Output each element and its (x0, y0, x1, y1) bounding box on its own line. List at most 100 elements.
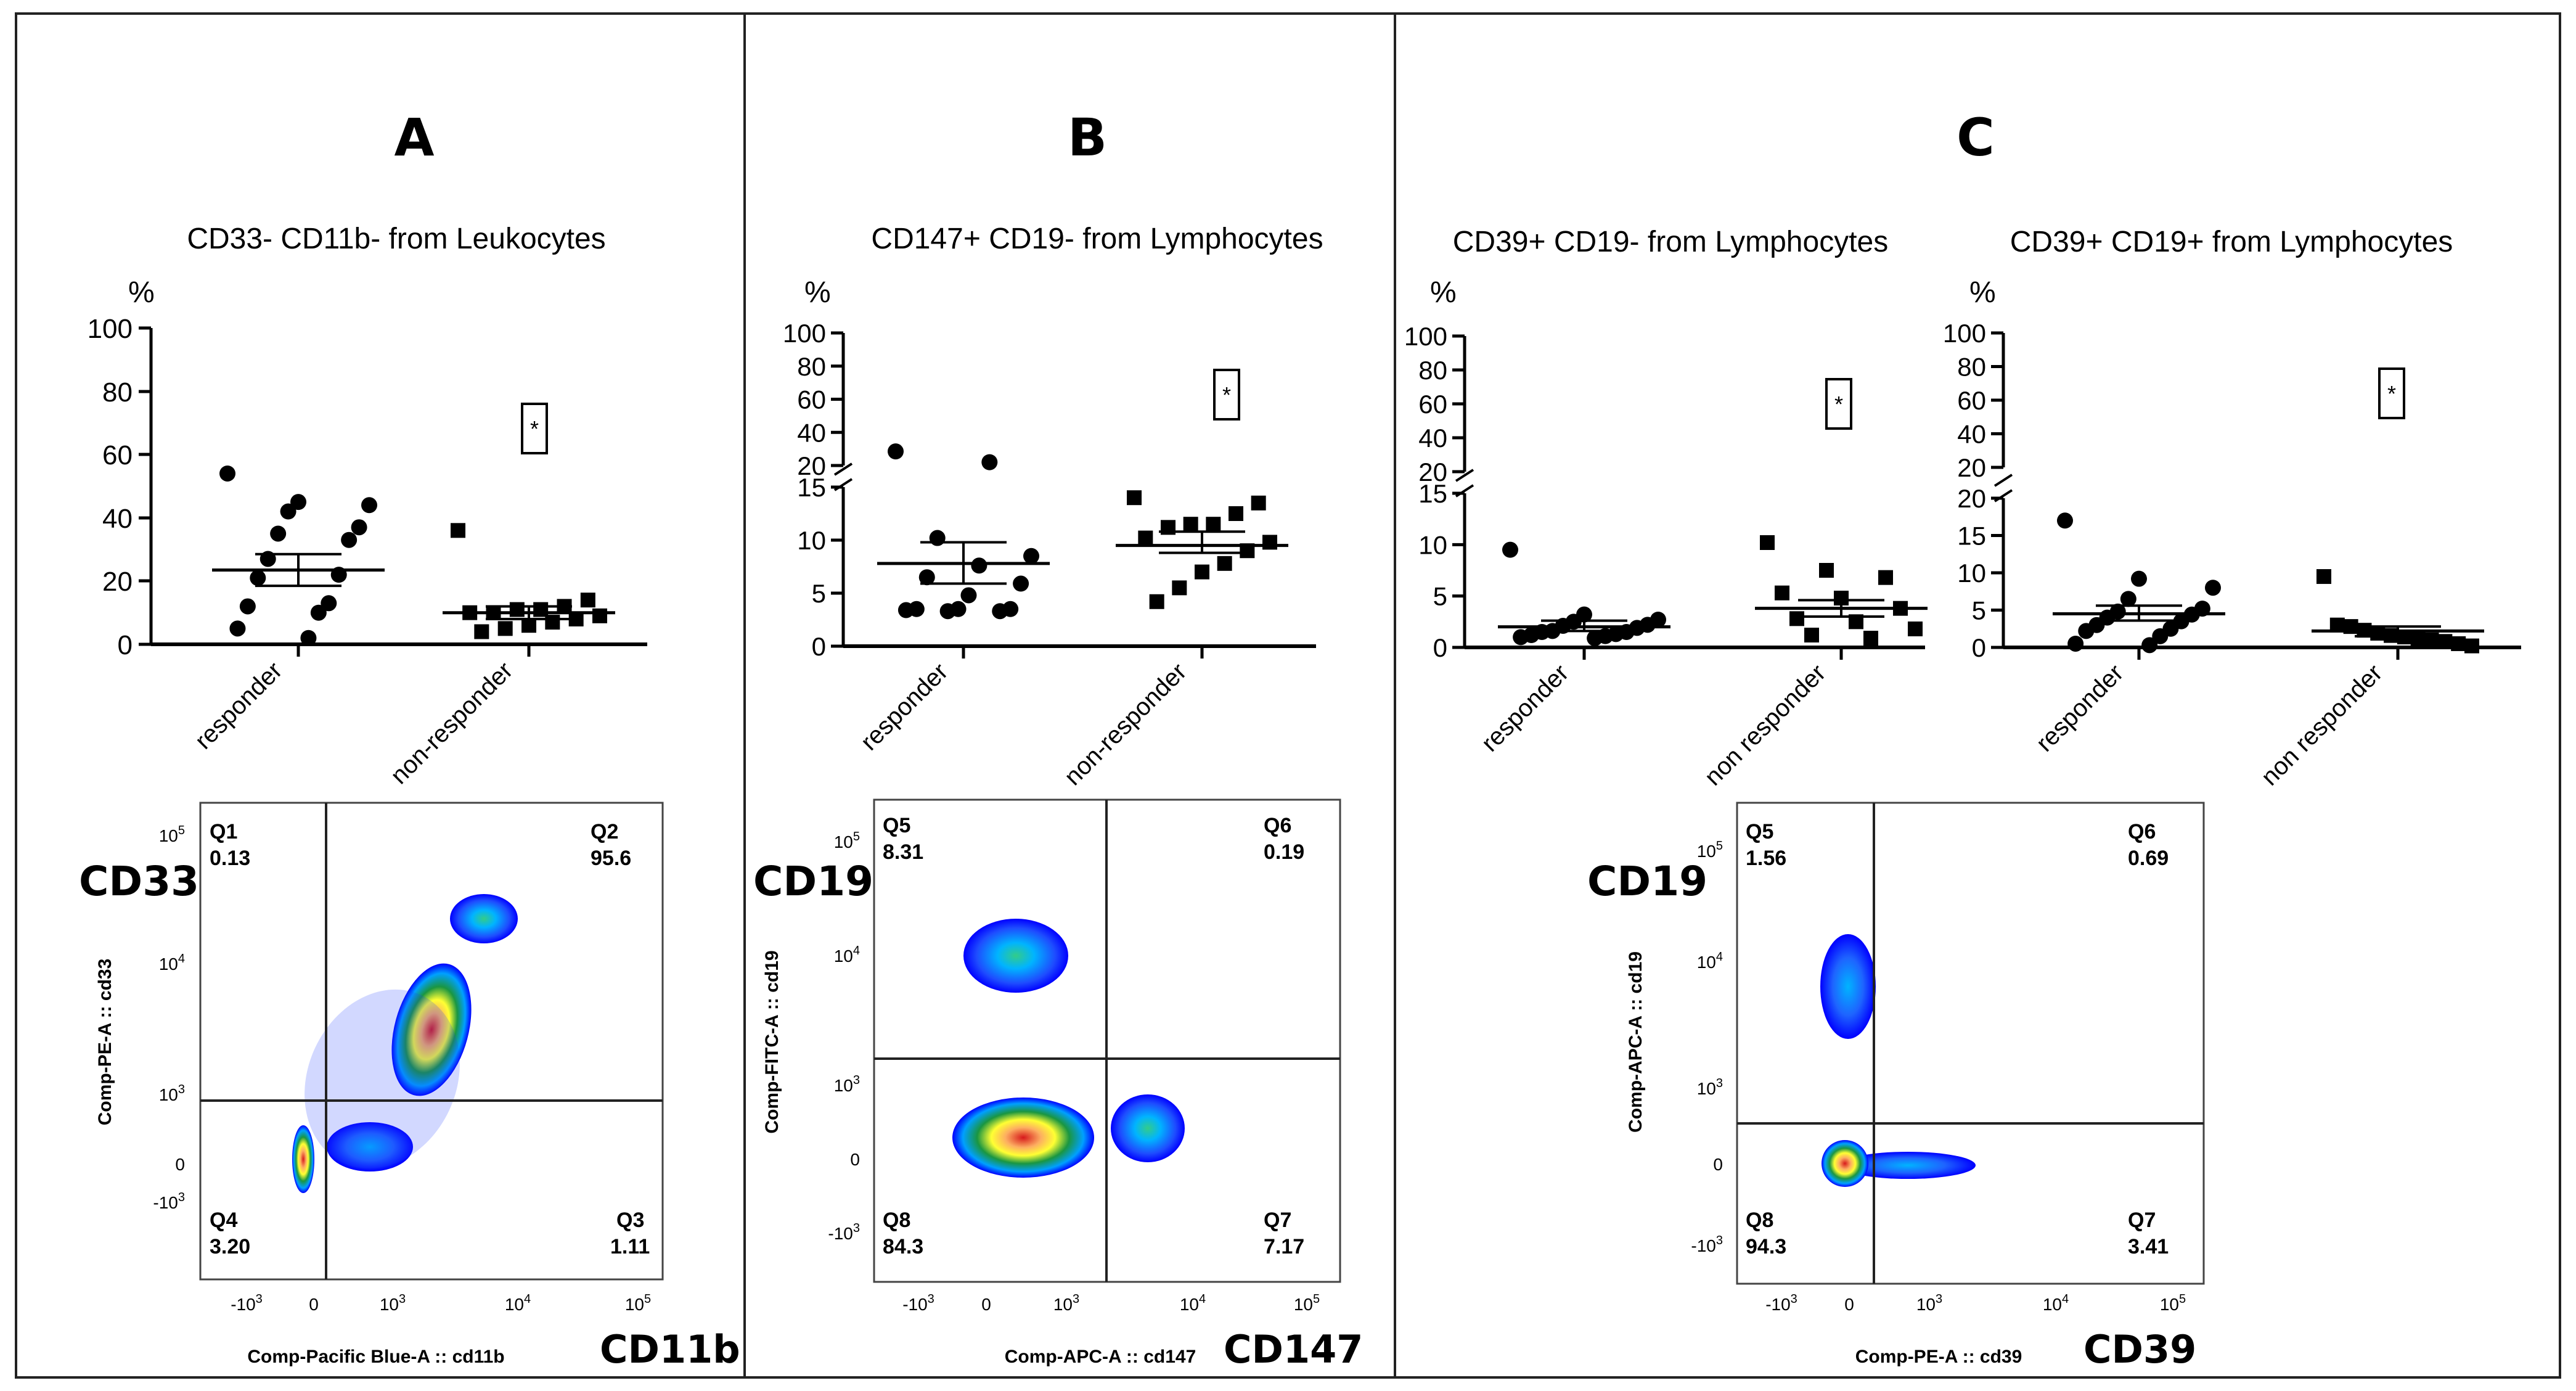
data-point (1127, 490, 1142, 506)
quadrant-value: 0.19 (1264, 840, 1304, 864)
data-point (290, 494, 306, 511)
significance-box (2378, 367, 2405, 419)
data-point (1760, 535, 1775, 550)
data-point (898, 602, 914, 618)
data-point (888, 443, 904, 460)
quadrant-name: Q8 (883, 1208, 910, 1232)
y-tick-label: 20 (102, 567, 133, 597)
data-point (300, 630, 317, 646)
y-tick-label: 104 (834, 944, 860, 966)
x-axis-label: Comp-APC-A :: cd147 (1005, 1347, 1196, 1367)
population-cloud (952, 919, 1185, 1178)
data-point (2316, 569, 2331, 585)
density-cluster (391, 963, 472, 1096)
y-tick-label: 0 (175, 1155, 185, 1174)
data-point (918, 569, 935, 586)
flow-plot-c: CD19 CD39 Q5 1.56 Q6 0.69 Q7 3.41 Q8 94.… (1587, 802, 2205, 1372)
y-tick-label: 80 (797, 352, 826, 381)
x-tick-label: 105 (625, 1292, 651, 1314)
data-point (545, 615, 560, 630)
density-cluster (292, 1125, 314, 1193)
y-tick-label: 105 (834, 830, 860, 851)
data-point (2120, 591, 2136, 607)
quadrant-name: Q6 (2128, 820, 2156, 843)
data-point (2078, 623, 2095, 639)
quadrant-value: 1.56 (1746, 847, 1786, 870)
y-tick-label: 10 (1418, 530, 1447, 559)
quadrant-value: 8.31 (883, 840, 923, 864)
x-tick-label: 104 (2043, 1292, 2069, 1314)
density-cluster (450, 894, 518, 943)
marker-label-cd147: CD147 (1224, 1327, 1363, 1372)
y-tick-label: 100 (88, 314, 133, 344)
data-point (474, 624, 489, 639)
data-point (992, 603, 1008, 620)
marker-label-cd19: CD19 (753, 858, 873, 905)
data-point (929, 530, 946, 546)
y-tick-label: 60 (1957, 386, 1986, 415)
x-tick-label: 105 (1294, 1292, 1320, 1314)
data-point (351, 519, 367, 536)
data-point (2057, 512, 2073, 529)
plot-frame (1736, 802, 2205, 1285)
quadrant-value: 1.11 (610, 1235, 650, 1258)
flow-plot-b: CD19 CD147 Q5 8.31 Q6 0.19 Q7 7.17 Q8 84… (753, 798, 1363, 1372)
y-tick-label: 103 (1697, 1077, 1723, 1098)
y-tick-label: 0 (118, 630, 133, 660)
quadrant-value: 0.69 (2128, 847, 2169, 870)
data-point (2205, 580, 2221, 596)
y-tick-label: 100 (1404, 322, 1447, 351)
data-points (1498, 535, 1928, 646)
scatter-chart-c-left: CD39+ CD19- from Lymphocytes % responder… (1404, 226, 1928, 791)
x-tick-label: -103 (902, 1292, 934, 1314)
panel-frame-c (1394, 12, 2561, 1379)
x-category-label: responder (2031, 659, 2128, 757)
data-point (219, 465, 235, 482)
data-point (1775, 585, 1789, 601)
population-cloud (292, 894, 518, 1193)
data-points (877, 443, 1288, 620)
y-tick-label: 10 (797, 526, 826, 555)
data-point (1804, 628, 1819, 642)
y-tick-label: 0 (1433, 633, 1447, 662)
data-point (321, 595, 337, 612)
chart-title: CD39+ CD19- from Lymphocytes (1453, 226, 1888, 258)
y-tick-label: 0 (1713, 1155, 1723, 1174)
panel-letter-c: C (1957, 107, 1995, 168)
x-category-label: non responder (1699, 659, 1831, 791)
x-category-label: responder (1476, 659, 1574, 757)
y-tick-label: 40 (1957, 420, 1986, 449)
y-axis-label: Comp-PE-A :: cd33 (95, 959, 115, 1126)
y-axis-label: Comp-APC-A :: cd19 (1625, 951, 1646, 1133)
data-point (1908, 622, 1923, 636)
quadrant-name: Q2 (591, 820, 618, 843)
y-tick-label: 105 (159, 824, 185, 845)
y-tick-label: 0 (812, 632, 826, 661)
y-tick-label: 105 (1697, 839, 1723, 861)
significance-star: * (1222, 382, 1231, 408)
quadrant-name: Q3 (616, 1208, 644, 1232)
x-category-label: non responder (2256, 659, 2388, 791)
x-category-label: non-responder (1059, 658, 1192, 790)
data-point (2424, 632, 2439, 647)
y-tick-label: -103 (828, 1221, 860, 1243)
data-point (960, 587, 977, 604)
significance-star: * (1834, 392, 1843, 417)
density-cluster (1820, 934, 1876, 1039)
x-category-label: responder (190, 657, 287, 754)
y-tick-label: 20 (797, 451, 826, 480)
chart-title: CD39+ CD19+ from Lymphocytes (2010, 226, 2453, 258)
significance-box (521, 403, 548, 454)
y-tick-label: 10 (1957, 559, 1986, 588)
y-tick-label: 20 (1957, 453, 1986, 482)
x-tick-labels: -103 0 103 104 105 (1765, 1292, 2186, 1314)
y-tick-label: 20 (1418, 458, 1447, 486)
marker-label-cd33: CD33 (79, 858, 199, 905)
y-tick-label: 0 (1972, 633, 1986, 662)
data-point (451, 523, 465, 538)
marker-label-cd39: CD39 (2083, 1327, 2196, 1372)
data-points (212, 465, 615, 646)
data-point (1863, 631, 1878, 646)
y-tick-label: 80 (1418, 356, 1447, 385)
data-point (533, 602, 549, 617)
